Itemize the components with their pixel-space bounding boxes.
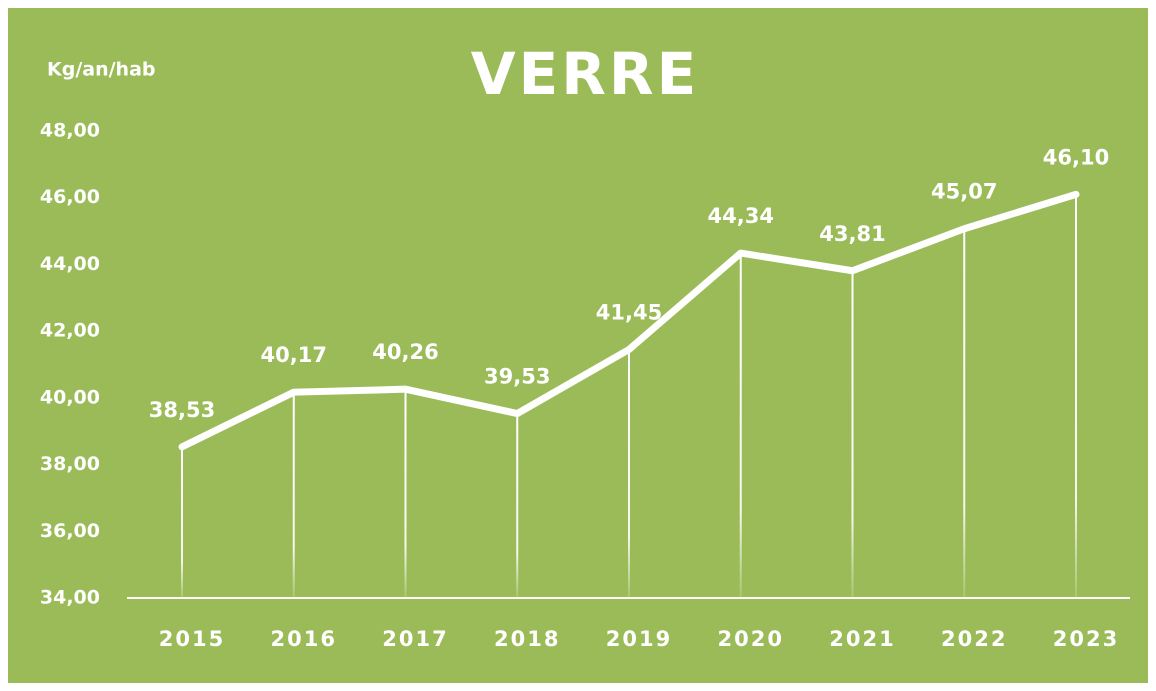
data-label: 40,26 — [372, 340, 438, 364]
y-tick-label: 34,00 — [40, 587, 100, 609]
drop-line — [181, 446, 183, 598]
x-tick-label: 2021 — [829, 627, 895, 651]
data-label: 39,53 — [484, 365, 550, 389]
y-tick-label: 48,00 — [40, 120, 100, 142]
drop-line — [292, 392, 295, 598]
x-tick-label: 2019 — [606, 627, 672, 651]
drop-line — [516, 413, 519, 598]
x-tick-label: 2018 — [494, 627, 560, 651]
y-axis-label: Kg/an/hab — [47, 59, 156, 81]
x-tick-label: 2020 — [718, 627, 784, 651]
y-tick-label: 42,00 — [40, 320, 100, 342]
data-label: 40,17 — [261, 343, 327, 367]
data-line — [178, 190, 1080, 451]
y-tick-label: 44,00 — [40, 253, 100, 275]
drop-line — [404, 389, 407, 598]
drop-line — [963, 228, 966, 598]
y-tick-label: 38,00 — [40, 453, 100, 475]
data-label: 45,07 — [931, 180, 997, 204]
x-tick-label: 2022 — [941, 627, 1007, 651]
data-label: 41,45 — [596, 300, 662, 324]
y-tick-label: 46,00 — [40, 186, 100, 208]
x-tick-label: 2015 — [159, 627, 225, 651]
drop-line — [851, 270, 854, 598]
data-label: 46,10 — [1043, 145, 1109, 169]
drop-line — [739, 253, 742, 598]
x-tick-label: 2023 — [1053, 627, 1119, 651]
chart-title: VERRE — [471, 40, 699, 108]
x-tick-label: 2017 — [382, 627, 448, 651]
drop-line — [628, 349, 630, 598]
data-label: 43,81 — [819, 222, 885, 246]
x-tick-label: 2016 — [271, 627, 337, 651]
chart-background — [8, 8, 1148, 683]
data-label: 38,53 — [149, 398, 215, 422]
data-label: 44,34 — [708, 204, 774, 228]
y-tick-label: 40,00 — [40, 386, 100, 408]
y-tick-label: 36,00 — [40, 520, 100, 542]
drop-line — [1075, 194, 1077, 598]
